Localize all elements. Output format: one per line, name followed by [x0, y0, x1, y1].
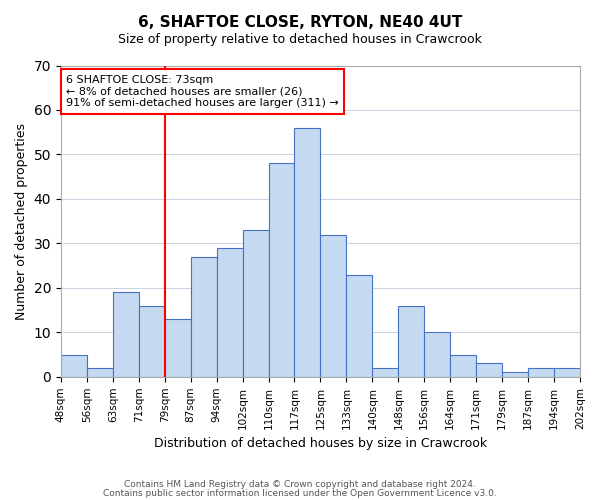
Bar	[450, 354, 476, 377]
Bar	[139, 306, 165, 377]
Text: 6, SHAFTOE CLOSE, RYTON, NE40 4UT: 6, SHAFTOE CLOSE, RYTON, NE40 4UT	[138, 15, 462, 30]
Bar	[191, 256, 217, 377]
Bar	[87, 368, 113, 377]
Bar	[165, 319, 191, 377]
Bar	[528, 368, 554, 377]
Text: 6 SHAFTOE CLOSE: 73sqm
← 8% of detached houses are smaller (26)
91% of semi-deta: 6 SHAFTOE CLOSE: 73sqm ← 8% of detached …	[66, 75, 339, 108]
Bar	[320, 234, 346, 377]
Bar	[61, 354, 87, 377]
Bar	[346, 274, 373, 377]
Text: Contains public sector information licensed under the Open Government Licence v3: Contains public sector information licen…	[103, 488, 497, 498]
Bar	[476, 364, 502, 377]
Bar	[554, 368, 580, 377]
Bar	[398, 306, 424, 377]
Bar	[269, 164, 295, 377]
Bar	[113, 292, 139, 377]
Bar	[217, 248, 242, 377]
Y-axis label: Number of detached properties: Number of detached properties	[15, 122, 28, 320]
Bar	[242, 230, 269, 377]
Bar	[424, 332, 450, 377]
Text: Size of property relative to detached houses in Crawcrook: Size of property relative to detached ho…	[118, 32, 482, 46]
Bar	[295, 128, 320, 377]
Bar	[373, 368, 398, 377]
Text: Contains HM Land Registry data © Crown copyright and database right 2024.: Contains HM Land Registry data © Crown c…	[124, 480, 476, 489]
X-axis label: Distribution of detached houses by size in Crawcrook: Distribution of detached houses by size …	[154, 437, 487, 450]
Bar	[502, 372, 528, 377]
